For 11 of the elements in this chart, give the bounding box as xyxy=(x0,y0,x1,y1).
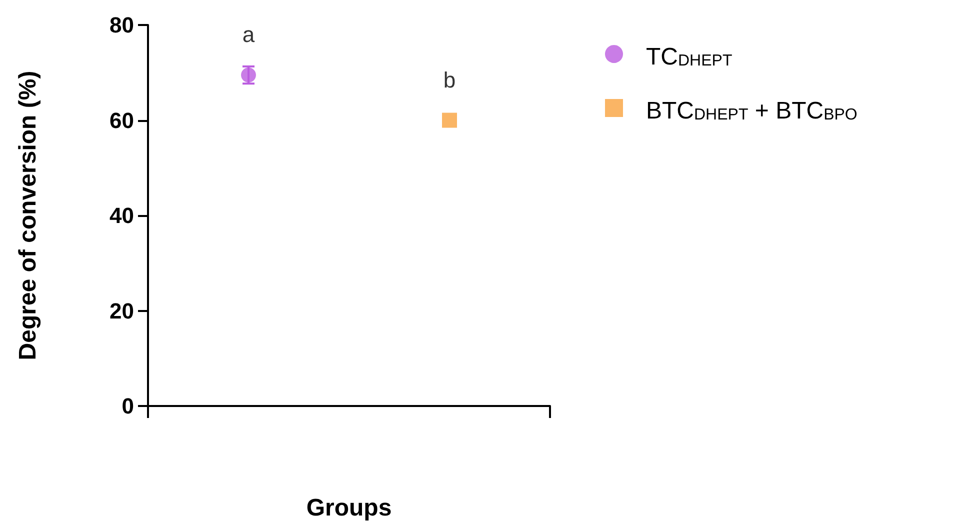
x-axis-title: Groups xyxy=(306,494,392,522)
legend-label: TCDHEPT xyxy=(646,44,732,70)
y-tick-label: 80 xyxy=(110,12,134,38)
y-axis-title: Degree of conversion (%) xyxy=(14,70,42,360)
y-tick-label: 40 xyxy=(110,203,134,228)
legend-label: BTCDHEPT + BTCBPO xyxy=(646,98,858,124)
y-tick-label: 20 xyxy=(110,298,134,324)
data-label: b xyxy=(443,67,456,92)
y-tick-label: 60 xyxy=(110,108,134,133)
data-label: a xyxy=(242,22,256,48)
y-tick-label: 0 xyxy=(122,394,134,418)
